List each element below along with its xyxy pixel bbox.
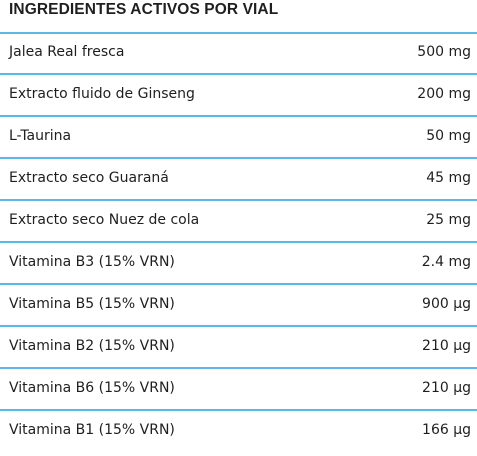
table-row: Vitamina B6 (15% VRN) 210 µg [0,369,477,411]
ingredient-name: Vitamina B6 (15% VRN) [9,380,175,396]
ingredient-name: Vitamina B3 (15% VRN) [9,254,175,270]
ingredient-name: Vitamina B2 (15% VRN) [9,338,175,354]
table-row: L-Taurina 50 mg [0,117,477,159]
ingredient-amount: 210 µg [422,338,471,354]
ingredient-amount: 45 mg [426,170,471,186]
ingredient-name: Vitamina B1 (15% VRN) [9,422,175,438]
ingredient-name: Extracto fluido de Ginseng [9,86,195,102]
ingredient-amount: 50 mg [426,128,471,144]
table-row: Vitamina B2 (15% VRN) 210 µg [0,327,477,369]
ingredients-table: Jalea Real fresca 500 mg Extracto fluido… [0,33,477,451]
table-title: INGREDIENTES ACTIVOS POR VIAL [9,1,279,18]
ingredient-amount: 166 µg [422,422,471,438]
ingredient-amount: 900 µg [422,296,471,312]
table-header: INGREDIENTES ACTIVOS POR VIAL [0,0,477,34]
ingredient-amount: 500 mg [417,44,471,60]
ingredient-name: Extracto seco Guaraná [9,170,169,186]
table-row: Vitamina B5 (15% VRN) 900 µg [0,285,477,327]
ingredient-name: Extracto seco Nuez de cola [9,212,200,228]
table-row: Jalea Real fresca 500 mg [0,33,477,75]
ingredient-name: Jalea Real fresca [9,44,125,60]
ingredient-amount: 210 µg [422,380,471,396]
table-row: Extracto fluido de Ginseng 200 mg [0,75,477,117]
table-row: Vitamina B3 (15% VRN) 2.4 mg [0,243,477,285]
ingredient-amount: 200 mg [417,86,471,102]
ingredient-amount: 25 mg [426,212,471,228]
table-row: Vitamina B1 (15% VRN) 166 µg [0,411,477,451]
ingredient-name: Vitamina B5 (15% VRN) [9,296,175,312]
ingredient-amount: 2.4 mg [421,254,471,270]
table-row: Extracto seco Nuez de cola 25 mg [0,201,477,243]
table-row: Extracto seco Guaraná 45 mg [0,159,477,201]
ingredient-name: L-Taurina [9,128,72,144]
